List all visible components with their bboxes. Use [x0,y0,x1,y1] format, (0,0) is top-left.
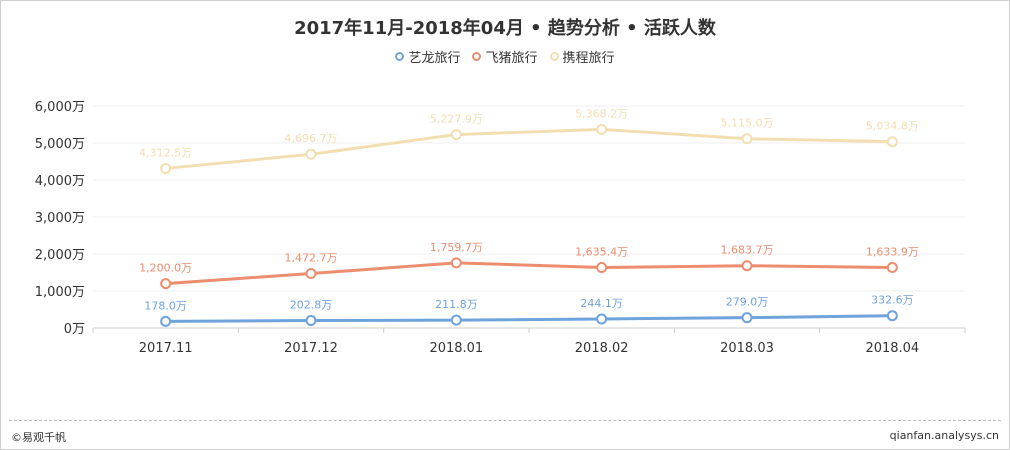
data-label: 1,635.4万 [575,245,628,258]
series-line-0 [165,314,893,323]
data-point [886,136,898,148]
data-point [596,313,608,325]
y-tick-label: 6,000万 [35,100,85,115]
data-point [596,123,608,135]
data-point [305,148,317,160]
x-tick-label: 2018.02 [575,341,629,356]
data-point [741,260,753,272]
data-label: 5,034.8万 [866,120,919,133]
legend-item-elong[interactable]: 艺龙旅行 [395,47,460,66]
data-point [741,133,753,145]
data-point [886,310,898,322]
data-label: 1,759.7万 [430,241,483,254]
data-label: 332.6万 [871,294,914,307]
chart-legend: 艺龙旅行 飞猪旅行 携程旅行 [1,47,1009,66]
data-label: 1,683.7万 [721,244,774,257]
x-tick-label: 2018.01 [429,341,483,356]
data-label: 1,633.9万 [866,246,919,259]
legend-marker-fliggy [472,52,482,61]
data-point [450,314,462,326]
y-tick-label: 5,000万 [35,137,85,152]
data-point [160,162,172,174]
chart-title: 2017年11月-2018年04月 • 趋势分析 • 活跃人数 [294,18,716,39]
y-tick-label: 3,000万 [35,211,85,226]
legend-item-ctrip[interactable]: 携程旅行 [549,47,615,66]
data-point [305,268,317,280]
data-point [596,261,608,273]
legend-label-ctrip: 携程旅行 [562,51,615,66]
data-point [305,314,317,326]
y-tick-label: 2,000万 [35,248,85,263]
legend-marker-elong [395,52,405,61]
data-point [160,315,172,327]
x-tick-label: 2018.03 [720,341,774,356]
data-point [160,278,172,290]
data-label: 1,472.7万 [285,252,338,265]
data-label: 202.8万 [290,298,333,311]
legend-marker-ctrip [549,52,559,61]
data-point [741,312,753,324]
legend-label-elong: 艺龙旅行 [408,51,461,66]
y-tick-label: 0万 [64,322,85,337]
data-point [886,262,898,274]
data-point [450,257,462,269]
footer-divider [9,420,1001,421]
data-label: 5,368.2万 [575,107,628,120]
data-label: 244.1万 [580,297,623,310]
data-label: 5,227.9万 [430,113,483,126]
line-chart: 0万 1,000万 2,000万 3,000万 4,000万 5,000万 6,000万 20… [35,100,966,356]
footer-copyright: ©易观千帆 [11,431,66,444]
y-tick-label: 1,000万 [35,285,85,300]
data-label: 4,696.7万 [285,132,338,145]
data-label: 5,115.0万 [721,117,774,130]
x-tick-label: 2017.12 [284,341,338,356]
data-label: 211.8万 [435,298,478,311]
series-line-2 [165,127,893,170]
legend-item-fliggy[interactable]: 飞猪旅行 [472,47,538,66]
y-tick-label: 4,000万 [35,174,85,189]
data-point [450,129,462,141]
data-label: 279.0万 [726,296,769,309]
series-line-1 [165,261,893,286]
x-tick-label: 2018.04 [865,341,919,356]
data-label: 178.0万 [144,299,187,312]
data-label: 4,312.5万 [139,146,192,159]
x-tick-label: 2017.11 [139,341,193,356]
legend-label-fliggy: 飞猪旅行 [485,51,538,66]
footer-website[interactable]: qianfan.analysys.cn [889,429,999,442]
data-label: 1,200.0万 [139,262,192,275]
